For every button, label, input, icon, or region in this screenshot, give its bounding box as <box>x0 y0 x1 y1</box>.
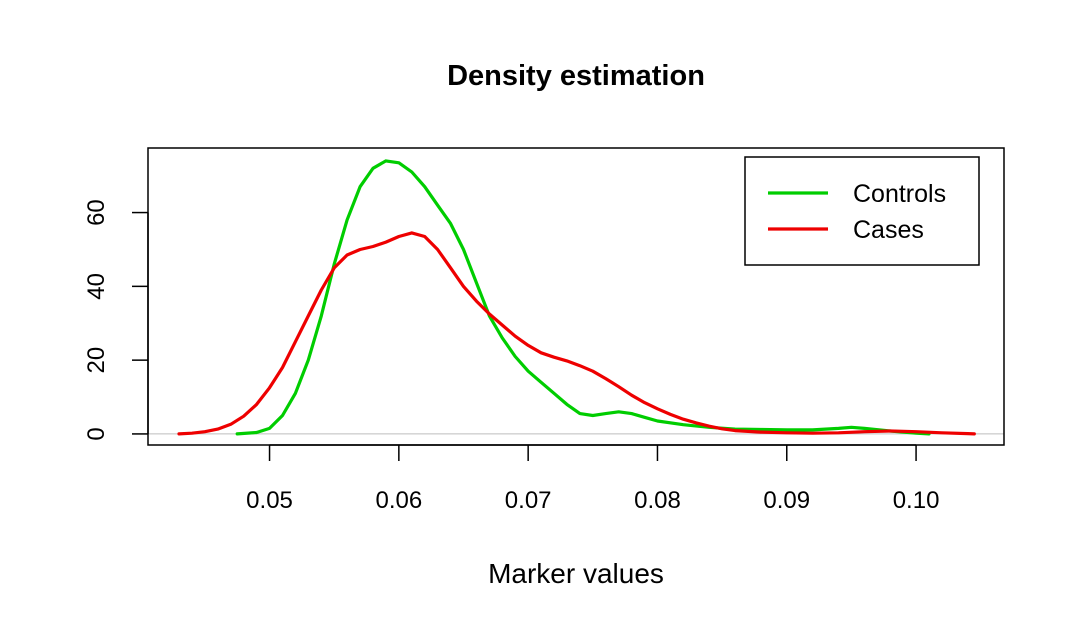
x-tick-label: 0.07 <box>505 487 552 514</box>
x-tick-label: 0.06 <box>375 487 422 514</box>
y-tick-label: 20 <box>83 347 110 374</box>
plot-area <box>148 159 1004 436</box>
x-tick-label: 0.08 <box>634 487 681 514</box>
legend-box <box>744 156 980 266</box>
x-tick-label: 0.05 <box>246 487 293 514</box>
legend: Controls Cases <box>744 156 980 266</box>
y-tick-label: 40 <box>83 273 110 300</box>
x-axis-label: Marker values <box>488 558 664 589</box>
legend-label-cases: Cases <box>853 216 924 244</box>
chart-title: Density estimation <box>447 60 705 92</box>
x-tick-label: 0.09 <box>763 487 810 514</box>
y-tick-label: 0 <box>83 427 110 440</box>
axes: 0.05 0.06 0.07 0.08 0.09 0.10 0 20 40 60 <box>83 199 939 514</box>
series-line-controls <box>235 159 931 436</box>
legend-label-controls: Controls <box>853 180 946 208</box>
x-tick-label: 0.10 <box>893 487 940 514</box>
series-line-cases <box>177 231 976 436</box>
y-tick-label: 60 <box>83 199 110 226</box>
